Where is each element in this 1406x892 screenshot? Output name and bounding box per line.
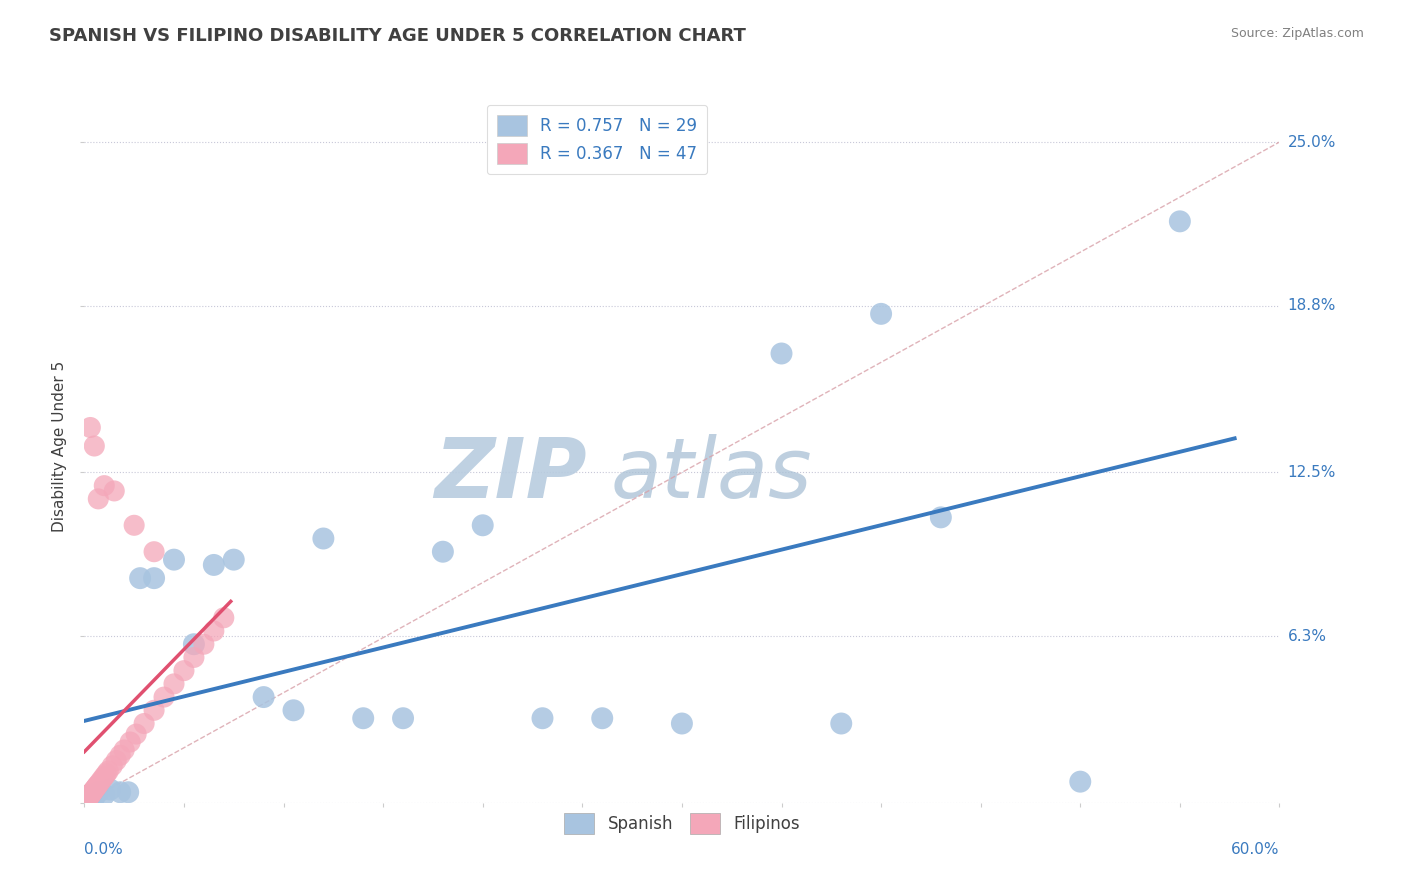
Point (82, 785, 104, 799)
Legend: Spanish, Filipinos: Spanish, Filipinos (554, 803, 810, 845)
Y-axis label: Disability Age Under 5: Disability Age Under 5 (52, 360, 67, 532)
Point (531, 711, 554, 725)
Point (125, 727, 148, 741)
Point (93, 769, 115, 783)
Point (253, 690, 276, 704)
Point (86, 780, 108, 794)
Point (80, 787, 103, 801)
Text: atlas: atlas (610, 434, 811, 515)
Point (173, 664, 195, 678)
Point (103, 483, 125, 498)
Point (77, 789, 100, 804)
Point (93, 478, 115, 492)
Point (212, 611, 235, 625)
Point (143, 545, 166, 559)
Point (1168, 214, 1191, 228)
Point (143, 571, 166, 585)
Text: 0.0%: 0.0% (84, 842, 124, 856)
Point (432, 545, 454, 559)
Point (80, 786, 103, 800)
Point (120, 735, 142, 749)
Point (122, 518, 145, 533)
Point (671, 716, 693, 731)
Text: 25.0%: 25.0% (1288, 135, 1336, 150)
Point (83, 790, 105, 805)
Point (110, 748, 132, 763)
Point (82, 785, 104, 799)
Point (89, 774, 111, 789)
Point (312, 532, 335, 546)
Point (79, 420, 101, 434)
Text: Source: ZipAtlas.com: Source: ZipAtlas.com (1230, 27, 1364, 40)
Point (76, 792, 98, 806)
Text: 18.8%: 18.8% (1288, 299, 1336, 313)
Point (87, 491, 110, 506)
Point (87, 785, 110, 799)
Point (870, 307, 893, 321)
Point (591, 711, 613, 725)
Point (143, 703, 166, 717)
Point (110, 785, 132, 799)
Point (1069, 774, 1091, 789)
Point (392, 711, 415, 725)
Point (84, 781, 107, 796)
Point (93, 788, 115, 802)
Point (98, 782, 121, 797)
Point (82, 784, 104, 798)
Text: 12.5%: 12.5% (1288, 465, 1336, 480)
Point (283, 703, 305, 717)
Point (202, 558, 225, 572)
Point (80, 788, 103, 802)
Point (96, 766, 118, 780)
Point (770, 346, 793, 360)
Point (830, 716, 852, 731)
Point (79, 788, 101, 802)
Point (79, 788, 101, 802)
Point (153, 690, 176, 704)
Point (79, 789, 101, 804)
Point (105, 754, 128, 768)
Point (86, 779, 108, 793)
Point (352, 711, 374, 725)
Text: SPANISH VS FILIPINO DISABILITY AGE UNDER 5 CORRELATION CHART: SPANISH VS FILIPINO DISABILITY AGE UNDER… (49, 27, 747, 45)
Point (117, 785, 139, 799)
Point (77, 791, 100, 805)
Point (163, 677, 186, 691)
Point (202, 624, 225, 638)
Point (129, 571, 152, 585)
Point (97, 764, 120, 778)
Point (76, 792, 98, 806)
Text: ZIP: ZIP (433, 434, 586, 515)
Point (132, 716, 156, 731)
Point (183, 637, 205, 651)
Point (112, 743, 135, 757)
Point (929, 510, 952, 524)
Point (193, 637, 215, 651)
Text: 6.3%: 6.3% (1288, 629, 1327, 644)
Point (79, 789, 101, 803)
Point (222, 552, 245, 566)
Point (83, 782, 105, 797)
Point (163, 552, 186, 566)
Point (471, 518, 494, 533)
Point (83, 439, 105, 453)
Point (183, 650, 205, 665)
Point (77, 790, 100, 805)
Text: 60.0%: 60.0% (1232, 842, 1279, 856)
Point (101, 759, 124, 773)
Point (75, 793, 97, 807)
Point (91, 772, 114, 786)
Point (87, 777, 110, 791)
